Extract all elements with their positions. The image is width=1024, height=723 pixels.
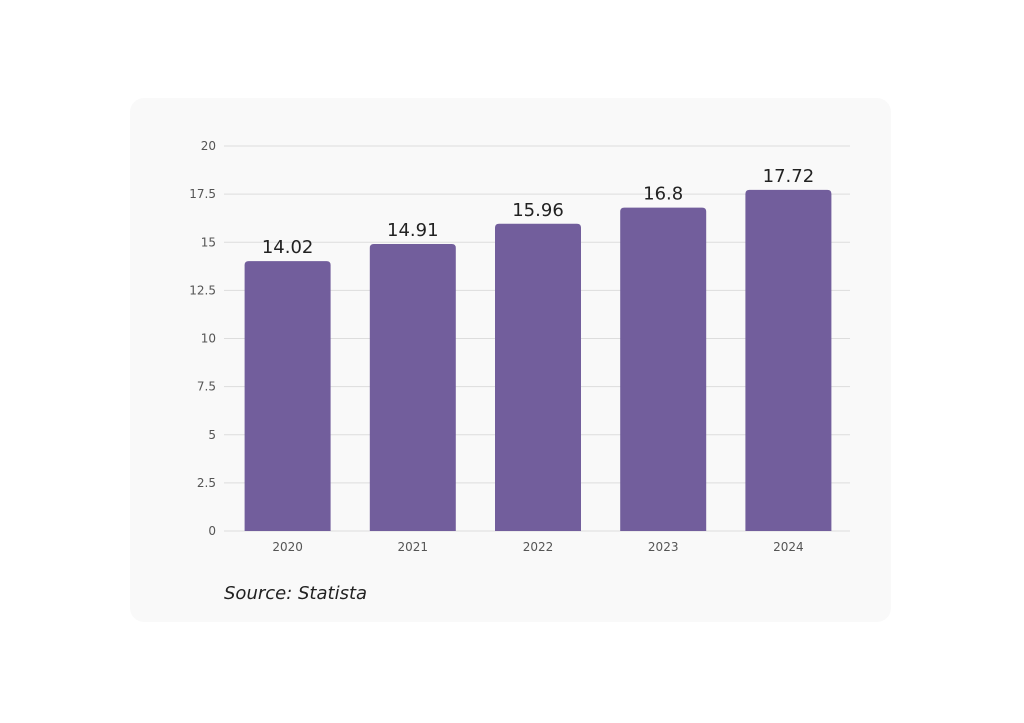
bar — [495, 223, 581, 531]
bar — [244, 261, 331, 531]
source-note: Source: Statista — [224, 583, 368, 604]
bar — [369, 243, 456, 532]
x-tick-label: 2023 — [648, 540, 679, 554]
bar-value-label: 14.91 — [387, 220, 439, 241]
y-tick-label: 5 — [208, 428, 216, 442]
y-tick-label: 17.5 — [189, 187, 216, 201]
y-tick-label: 12.5 — [189, 283, 216, 297]
bar-value-label: 14.02 — [262, 237, 314, 258]
x-tick-label: 2022 — [523, 540, 554, 554]
bar-value-label: 16.8 — [643, 184, 683, 205]
bar — [620, 207, 707, 531]
bar — [745, 189, 832, 531]
y-tick-label: 10 — [201, 332, 216, 346]
y-tick-label: 20 — [201, 139, 216, 153]
y-tick-label: 0 — [208, 524, 216, 538]
x-tick-label: 2021 — [398, 540, 429, 554]
x-tick-label: 2020 — [272, 540, 303, 554]
y-tick-label: 7.5 — [197, 380, 216, 394]
x-tick-label: 2024 — [773, 540, 804, 554]
bar-value-label: 17.72 — [763, 166, 815, 187]
y-tick-label: 15 — [201, 235, 216, 249]
y-tick-label: 2.5 — [197, 476, 216, 490]
bar-value-label: 15.96 — [512, 200, 564, 221]
